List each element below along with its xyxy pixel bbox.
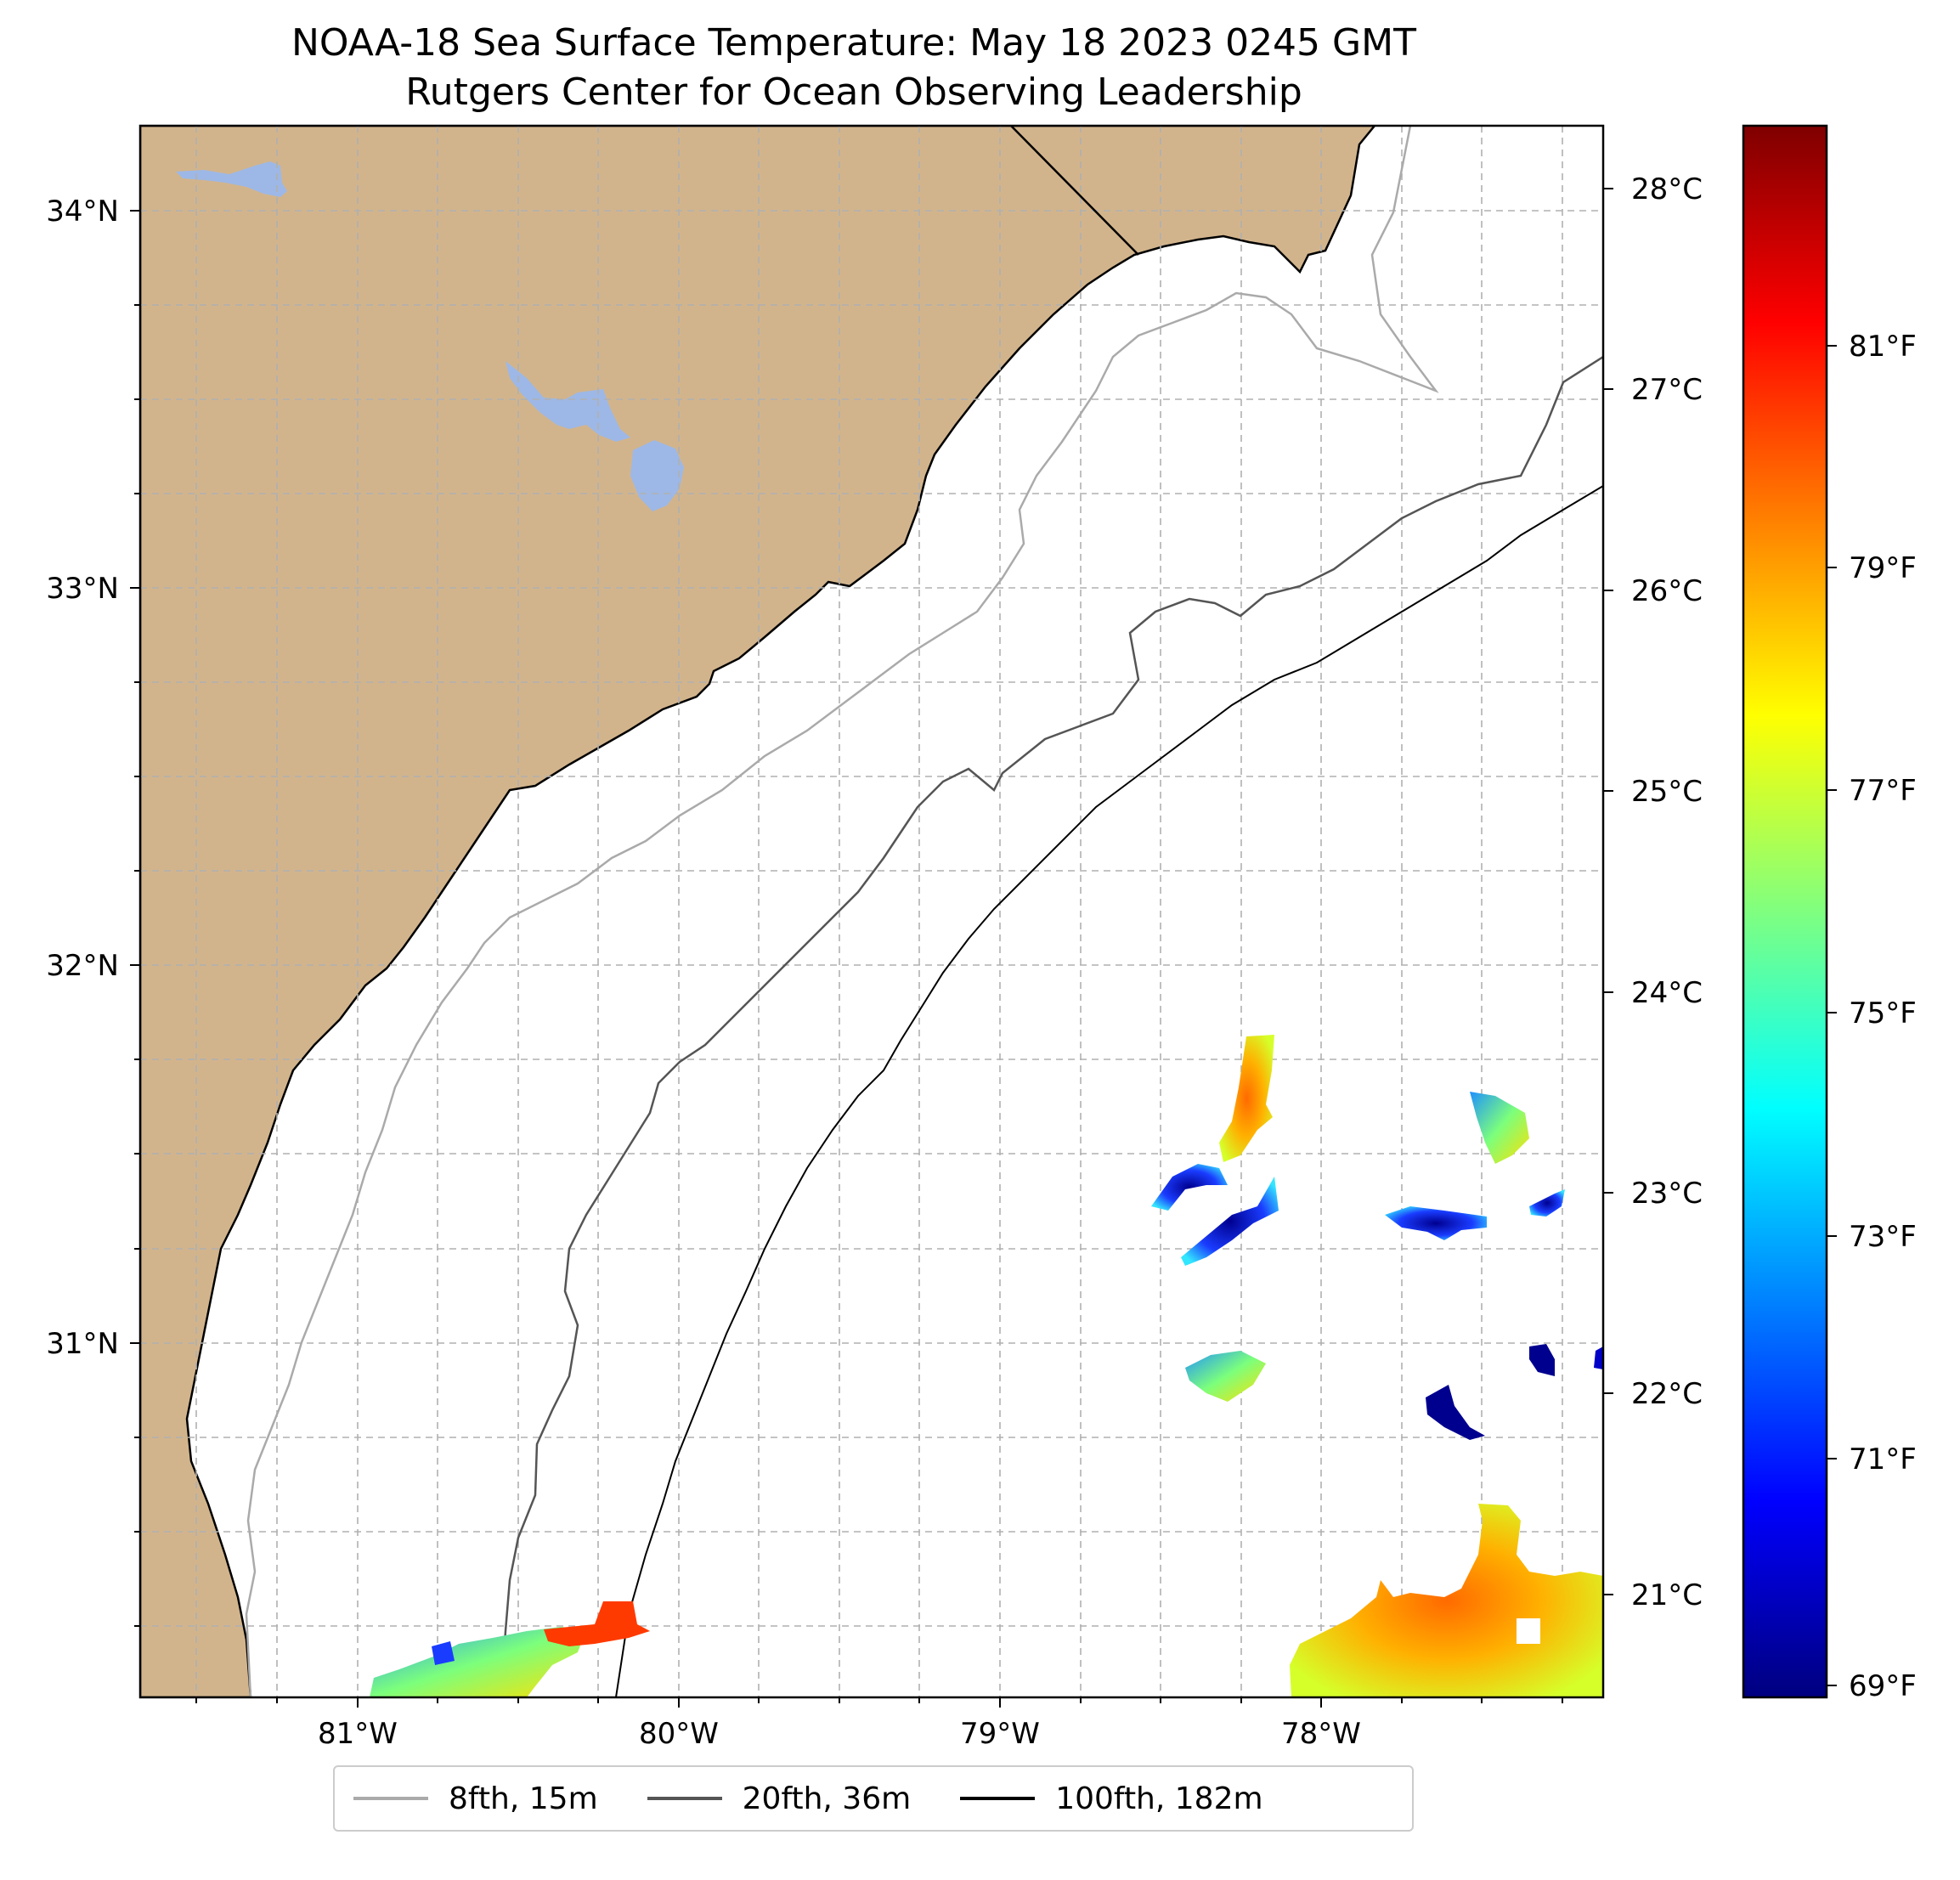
lon-label-79w: 79°W xyxy=(960,1717,1040,1751)
sst-patch-north xyxy=(1219,1035,1274,1162)
sst-patch-dark-2 xyxy=(1529,1344,1555,1376)
sst-patch-sw-red xyxy=(544,1601,650,1646)
sst-patch-sw-green xyxy=(370,1627,586,1697)
legend-swatch-8fth xyxy=(353,1797,428,1800)
sst-patch-small-e xyxy=(1529,1189,1565,1217)
celsius-label-21: 21°C xyxy=(1631,1578,1703,1612)
sst-gap xyxy=(1517,1618,1540,1644)
lat-label-32n: 32°N xyxy=(46,949,119,983)
fahrenheit-ticks xyxy=(1827,345,1837,1686)
fahrenheit-label-75: 75°F xyxy=(1849,996,1917,1030)
celsius-ticks xyxy=(1603,188,1613,1595)
celsius-label-23: 23°C xyxy=(1631,1177,1703,1211)
legend-swatch-20fth xyxy=(647,1797,722,1800)
sst-patch-mid-east xyxy=(1385,1206,1487,1240)
isobath-legend: 8fth, 15m 20fth, 36m 100fth, 182m xyxy=(333,1765,1414,1832)
fahrenheit-label-79: 79°F xyxy=(1849,551,1917,585)
legend-label-8fth: 8fth, 15m xyxy=(449,1781,598,1816)
isobath-100fth xyxy=(615,485,1603,1697)
sst-patch-ring xyxy=(1151,1164,1228,1211)
latitude-ticks xyxy=(130,210,140,1627)
lake-marion xyxy=(506,361,630,442)
lat-label-34n: 34°N xyxy=(46,195,119,229)
title-line-1: NOAA-18 Sea Surface Temperature: May 18 … xyxy=(291,21,1416,65)
celsius-label-22: 22°C xyxy=(1631,1377,1703,1411)
legend-label-100fth: 100fth, 182m xyxy=(1055,1781,1263,1816)
celsius-label-25: 25°C xyxy=(1631,775,1703,809)
map-title: NOAA-18 Sea Surface Temperature: May 18 … xyxy=(0,19,1708,117)
legend-item-100fth: 100fth, 182m xyxy=(960,1781,1263,1816)
sst-patch-sw-blue xyxy=(432,1641,455,1665)
sst-data xyxy=(370,1035,1603,1697)
state-border xyxy=(1010,126,1139,256)
lon-label-81w: 81°W xyxy=(318,1717,398,1751)
legend-item-20fth: 20fth, 36m xyxy=(647,1781,912,1816)
colorbar xyxy=(1742,124,1828,1699)
lake-wateree xyxy=(176,161,287,197)
fahrenheit-label-73: 73°F xyxy=(1849,1220,1917,1254)
isobath-20fth xyxy=(500,355,1603,1697)
longitude-ticks xyxy=(195,1697,1563,1708)
fahrenheit-label-69: 69°F xyxy=(1849,1669,1917,1703)
title-line-2: Rutgers Center for Ocean Observing Leade… xyxy=(405,71,1302,114)
lat-label-33n: 33°N xyxy=(46,572,119,606)
celsius-label-28: 28°C xyxy=(1631,172,1703,206)
lon-label-78w: 78°W xyxy=(1281,1717,1361,1751)
sst-patch-arc xyxy=(1181,1177,1279,1266)
fahrenheit-label-71: 71°F xyxy=(1849,1442,1917,1476)
isobath-8fth xyxy=(245,126,1439,1697)
graticule xyxy=(140,126,1603,1697)
celsius-label-24: 24°C xyxy=(1631,976,1703,1010)
sst-patch-se-warm xyxy=(1290,1504,1603,1697)
lon-label-80w: 80°W xyxy=(639,1717,719,1751)
sst-patch-dark-1 xyxy=(1426,1385,1485,1440)
map-frame xyxy=(138,124,1605,1699)
lat-label-31n: 31°N xyxy=(46,1327,119,1361)
celsius-label-27: 27°C xyxy=(1631,373,1703,407)
land-area xyxy=(140,126,1376,1697)
legend-item-8fth: 8fth, 15m xyxy=(353,1781,598,1816)
fahrenheit-label-77: 77°F xyxy=(1849,774,1917,808)
legend-label-20fth: 20fth, 36m xyxy=(742,1781,912,1816)
fahrenheit-label-81: 81°F xyxy=(1849,330,1917,364)
sst-patch-ne xyxy=(1470,1092,1529,1164)
celsius-label-26: 26°C xyxy=(1631,574,1703,608)
legend-swatch-100fth xyxy=(960,1797,1036,1800)
sst-patch-mid-west xyxy=(1185,1351,1266,1402)
sst-patch-dark-3 xyxy=(1594,1346,1603,1369)
